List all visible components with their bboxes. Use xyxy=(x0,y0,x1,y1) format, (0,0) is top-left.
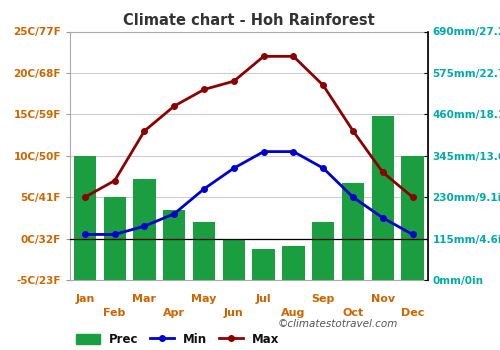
Text: Feb: Feb xyxy=(104,308,126,318)
Text: Oct: Oct xyxy=(342,308,363,318)
Text: Apr: Apr xyxy=(164,308,186,318)
Bar xyxy=(222,239,245,280)
Bar xyxy=(372,116,394,280)
Bar xyxy=(163,210,186,280)
Text: Jan: Jan xyxy=(75,294,94,304)
Text: Mar: Mar xyxy=(132,294,156,304)
Bar xyxy=(282,246,304,280)
Bar xyxy=(312,222,334,280)
Bar xyxy=(342,183,364,280)
Bar xyxy=(252,250,275,280)
Title: Climate chart - Hoh Rainforest: Climate chart - Hoh Rainforest xyxy=(123,13,374,28)
Bar xyxy=(193,222,215,280)
Bar xyxy=(104,197,126,280)
Bar xyxy=(74,156,96,280)
Text: Jun: Jun xyxy=(224,308,244,318)
Bar xyxy=(402,156,424,280)
Text: Sep: Sep xyxy=(312,294,335,304)
Text: ©climatestotravel.com: ©climatestotravel.com xyxy=(278,319,398,329)
Text: May: May xyxy=(192,294,217,304)
Text: Nov: Nov xyxy=(370,294,395,304)
Text: Dec: Dec xyxy=(401,308,424,318)
Legend: Prec, Min, Max: Prec, Min, Max xyxy=(76,333,280,346)
Text: Aug: Aug xyxy=(281,308,305,318)
Bar xyxy=(134,179,156,280)
Text: Jul: Jul xyxy=(256,294,272,304)
